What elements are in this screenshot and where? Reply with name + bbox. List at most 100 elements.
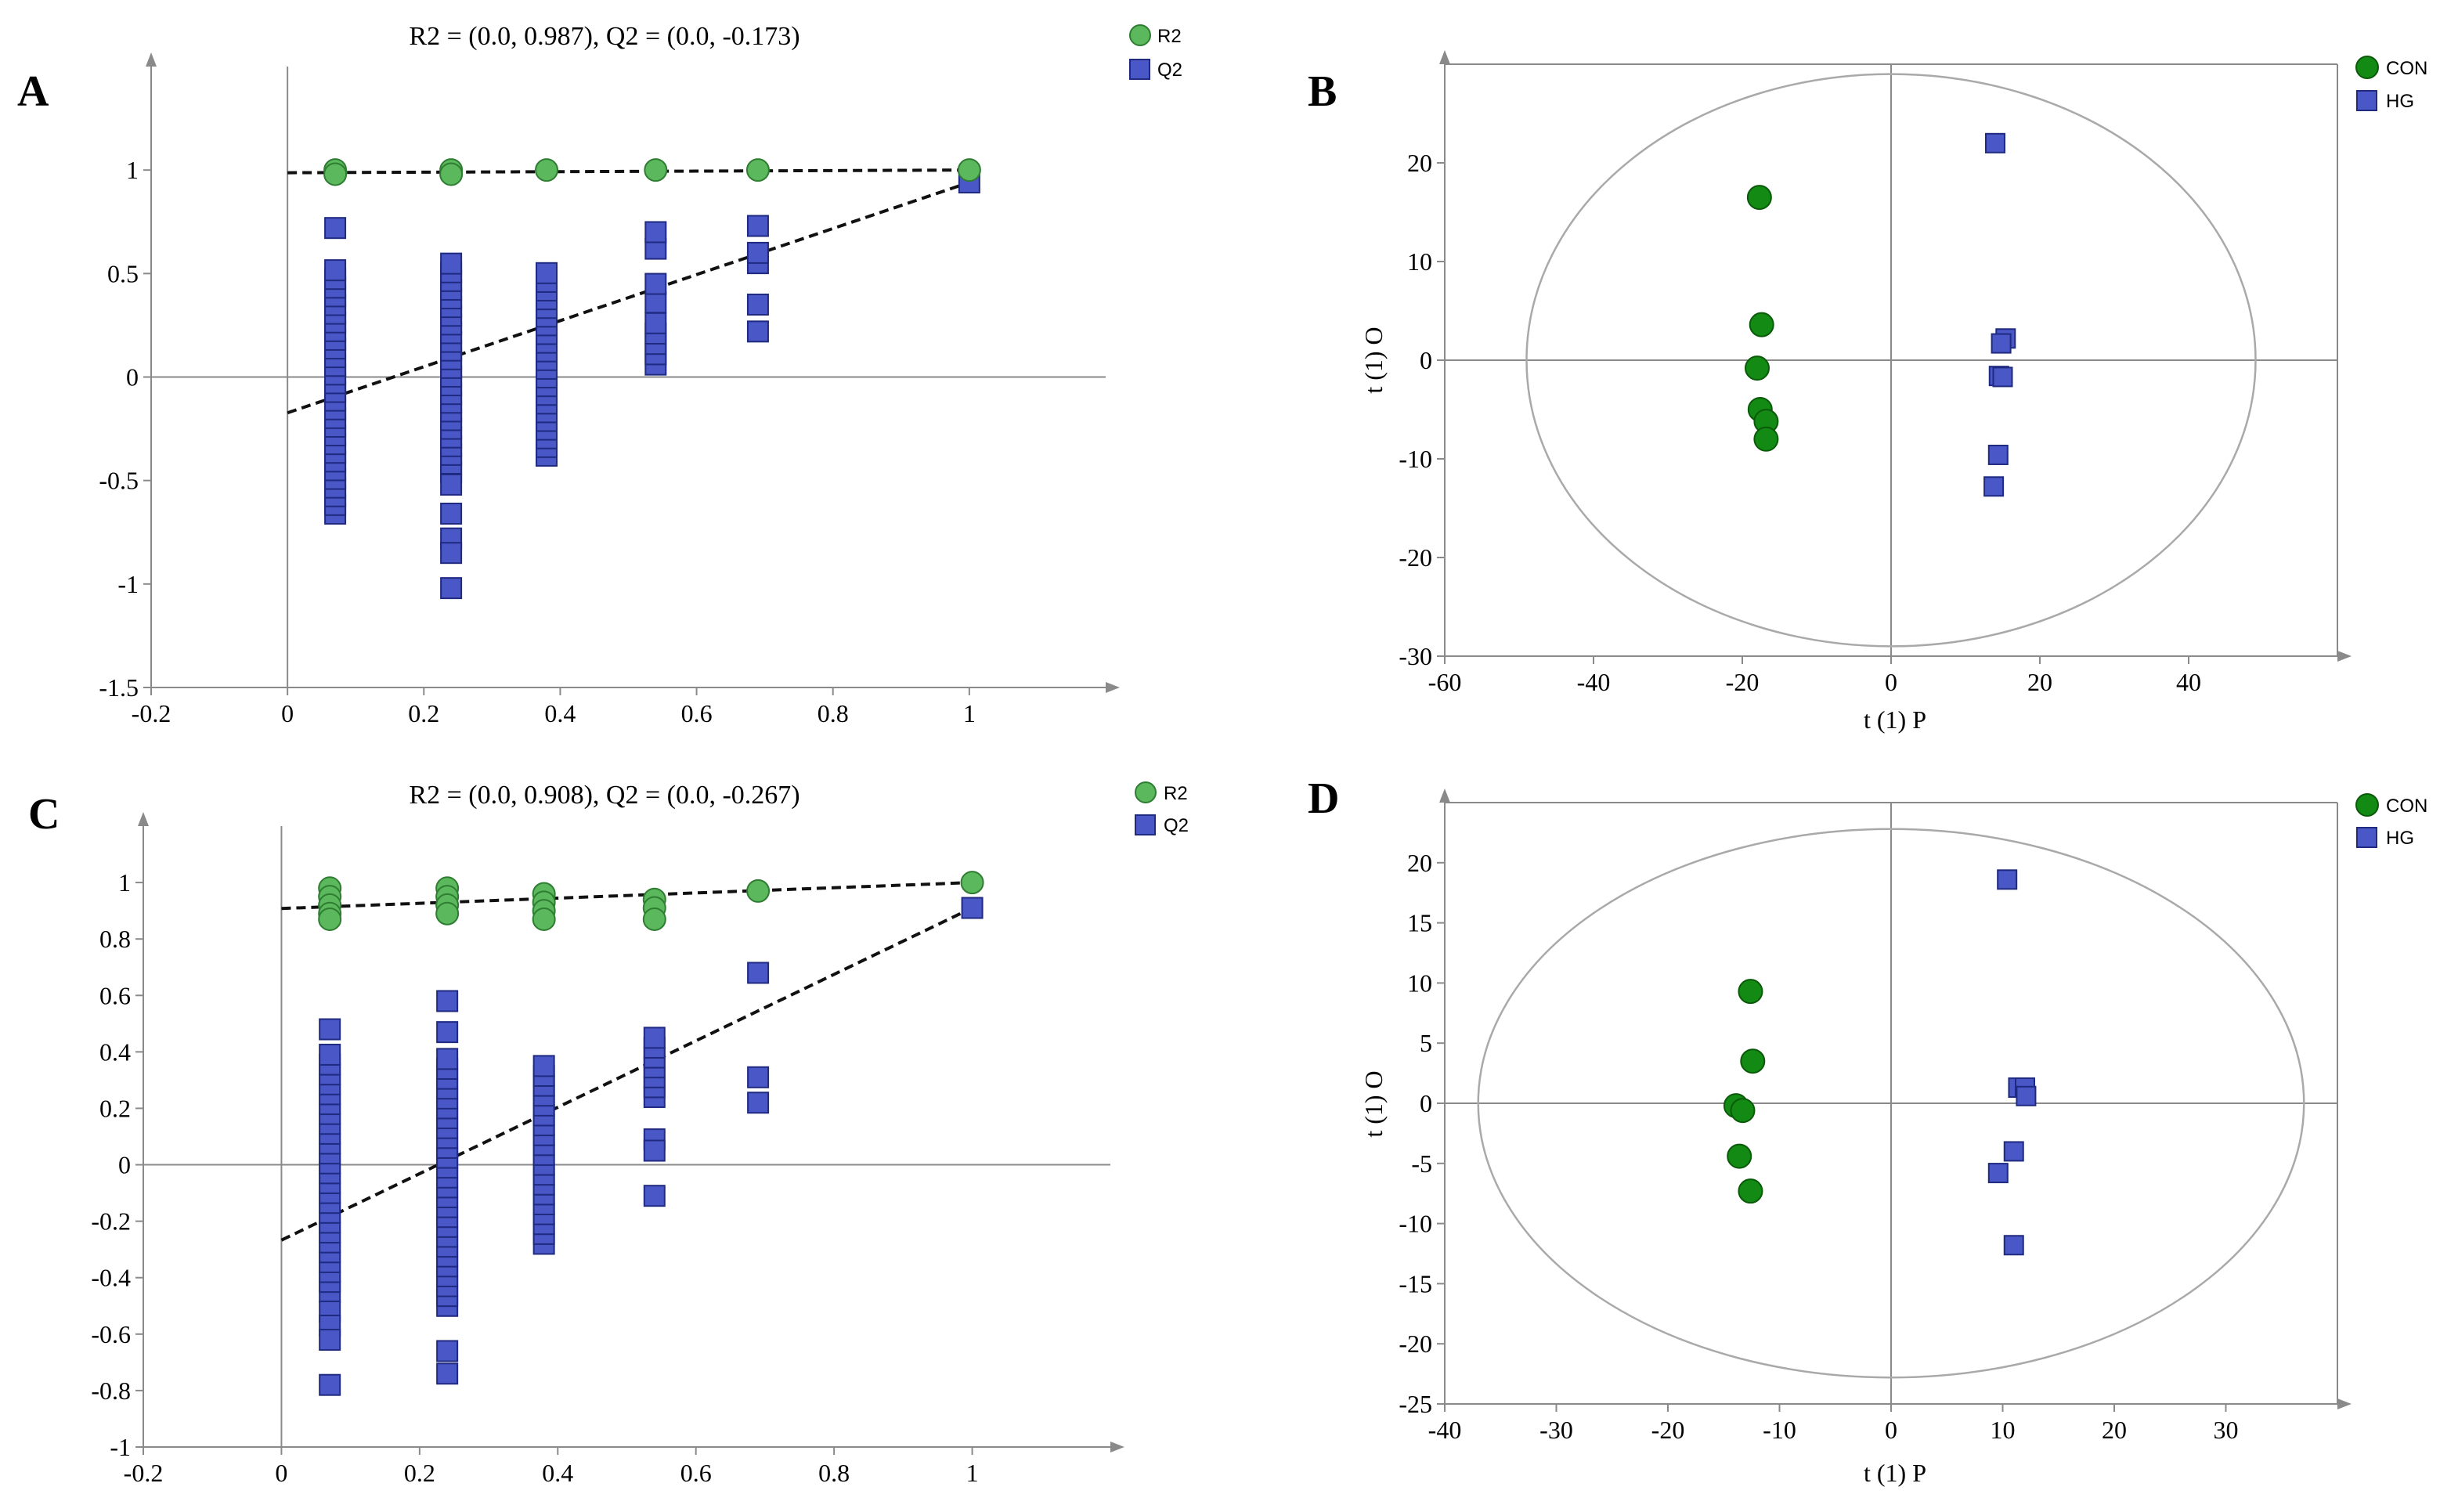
panel-c-y-tick-label: -1 <box>110 1433 131 1461</box>
panel-c-q2-point <box>319 1329 341 1351</box>
panel-a-x-arrow <box>1106 682 1120 693</box>
panel-c-q2-point <box>319 1373 341 1396</box>
panel-a-y-tick-label: -1.5 <box>99 673 139 702</box>
panel-d-score-plot: D -40 -30 -20 -10 0 10 20 30 -25 -20 -15 -10 -5 0 5 10 1… <box>1308 774 2427 1487</box>
legend-r2-label: R2 <box>1164 783 1188 804</box>
panel-c-x-tick-label: 0.8 <box>818 1459 850 1487</box>
panel-b-x-tick-label: 20 <box>2027 668 2052 696</box>
panel-a-title: R2 = (0.0, 0.987), Q2 = (0.0, -0.173) <box>409 22 799 51</box>
panel-b-plot-area: -60 -40 -20 0 20 40 -30 -20 -10 0 10 20 <box>1399 50 2352 696</box>
panel-c-legend: R2 Q2 <box>1135 781 1189 836</box>
panel-d-y-tick-label: -10 <box>1399 1210 1432 1238</box>
panel-b-ylabel: t (1) O <box>1359 327 1388 393</box>
panel-c-q2-point <box>747 962 770 984</box>
panel-a-x-tick-label: 0 <box>281 699 294 727</box>
panel-d-hg-point <box>1987 1163 2009 1184</box>
panel-a-q2-point <box>440 542 463 565</box>
panel-b-y-tick-label: 20 <box>1407 149 1432 177</box>
panel-b-x-tick-label: 40 <box>2176 668 2201 696</box>
panel-d-y-tick-label: 5 <box>1420 1029 1432 1057</box>
panel-c-x-tick-label: 1 <box>966 1459 979 1487</box>
panel-b-score-plot: B -60 -40 -20 0 20 40 -30 -20 -10 0 10 20 t (1) P t… <box>1308 50 2427 734</box>
panel-d-con-point <box>1730 1098 1756 1124</box>
panel-a-fit-line <box>287 181 970 415</box>
panel-c-q2-point <box>747 1092 770 1114</box>
panel-a-r2-point <box>957 158 981 182</box>
panel-b-y-arrow <box>1439 50 1450 64</box>
panel-d-hg-point <box>1997 869 2018 890</box>
panel-d-y-tick-label: -20 <box>1399 1330 1432 1358</box>
panel-b-hg-point <box>1983 476 2005 497</box>
panel-a-q2-point <box>440 252 463 275</box>
panel-c-r2-point <box>435 901 460 926</box>
panel-c-plot-area: -0.2 0 0.2 0.4 0.6 0.8 1 -1 -0.8 -0.6 -0.4 -0.2 0 0.2… <box>91 812 1124 1487</box>
legend-q2-label: Q2 <box>1164 815 1189 836</box>
panel-d-hg-point <box>2003 1235 2024 1256</box>
panel-d-hg-point <box>2016 1085 2037 1106</box>
panel-c-q2-point <box>532 1055 555 1077</box>
legend-con-label: CON <box>2386 796 2427 817</box>
panel-c-r2-point <box>746 879 771 903</box>
panel-c-q2-point <box>319 1043 341 1066</box>
panel-c-permutation-plot: C R2 = (0.0, 0.908), Q2 = (0.0, -0.267) … <box>28 781 1189 1487</box>
panel-c-q2-point <box>747 1066 770 1088</box>
panel-c-r2-point <box>318 907 342 931</box>
panel-d-con-point <box>1740 1048 1766 1074</box>
panel-a-y-tick-label: -0.5 <box>99 467 139 495</box>
panel-c-q2-point <box>436 990 459 1012</box>
panel-a-y-tick-label: 0.5 <box>107 259 139 287</box>
panel-d-x-tick-label: 0 <box>1885 1416 1897 1444</box>
panel-a-legend: R2 Q2 <box>1129 24 1182 81</box>
panel-c-y-tick-label: -0.2 <box>91 1207 131 1236</box>
panel-c-q2-point <box>436 1021 459 1044</box>
panel-a-q2-point <box>644 291 667 314</box>
panel-a-q2-point <box>440 502 463 525</box>
legend-q2-label: Q2 <box>1157 60 1182 81</box>
panel-a-plot-area: -0.2 0 0.2 0.4 0.6 0.8 1 -1.5 -1 -0.5 0 0.5 1 <box>99 52 1120 727</box>
panel-c-fit-line <box>280 906 973 1242</box>
legend-r2-label: R2 <box>1157 26 1182 47</box>
panel-d-con-point <box>1738 979 1763 1005</box>
panel-d-legend: CON HG <box>2355 793 2427 849</box>
panel-b-hg-point <box>1992 366 2013 388</box>
panel-b-hg-point <box>1991 333 2012 354</box>
panel-a-q2-point <box>746 215 769 237</box>
legend-r2-marker <box>1129 24 1151 46</box>
panel-b-con-point <box>1745 355 1770 381</box>
panel-c-q2-point <box>643 1185 666 1207</box>
panel-a-x-tick-label: 0.2 <box>408 699 439 727</box>
panel-a-q2-point <box>644 272 667 295</box>
panel-b-hg-point <box>1985 132 2005 153</box>
panel-c-x-tick-label: 0 <box>275 1459 287 1487</box>
panel-d-x-tick-label: -30 <box>1539 1416 1573 1444</box>
panel-a-y-arrow <box>146 52 157 67</box>
legend-con-marker <box>2355 793 2379 817</box>
panel-a-r2-point <box>323 162 348 186</box>
panel-c-r2-point <box>642 907 666 931</box>
legend-con-marker <box>2355 56 2379 79</box>
panel-a-x-tick-label: 1 <box>963 699 976 727</box>
panel-d-con-point <box>1738 1178 1763 1204</box>
panel-c-q2-point <box>436 1340 459 1362</box>
panel-d-y-tick-label: 0 <box>1420 1089 1432 1117</box>
legend-hg-marker <box>2356 827 2377 848</box>
panel-c-x-tick-label: 0.6 <box>680 1459 712 1487</box>
panel-a-r2-point <box>535 158 559 182</box>
panel-a-r2-point <box>644 158 668 182</box>
panel-d-y-tick-label: 20 <box>1407 849 1432 877</box>
panel-c-y-tick-label: 0.4 <box>99 1037 131 1066</box>
panel-b-y-tick-label: -10 <box>1399 445 1432 473</box>
panel-c-y-arrow <box>138 812 149 826</box>
panel-c-q2-point <box>961 897 984 919</box>
panel-b-con-point <box>1746 185 1772 211</box>
panel-c-x-tick-label: -0.2 <box>124 1459 164 1487</box>
panel-a-y-tick-label: 1 <box>126 156 139 184</box>
panel-c-y-tick-label: 0.6 <box>99 981 131 1009</box>
panel-a-x-tick-label: 0.8 <box>818 699 849 727</box>
panel-d-x-tick-label: -40 <box>1428 1416 1462 1444</box>
panel-d-x-arrow <box>2337 1398 2352 1409</box>
panel-letter-a: A <box>17 67 49 116</box>
legend-hg-marker <box>2356 90 2377 111</box>
panel-d-con-point <box>1727 1143 1752 1169</box>
